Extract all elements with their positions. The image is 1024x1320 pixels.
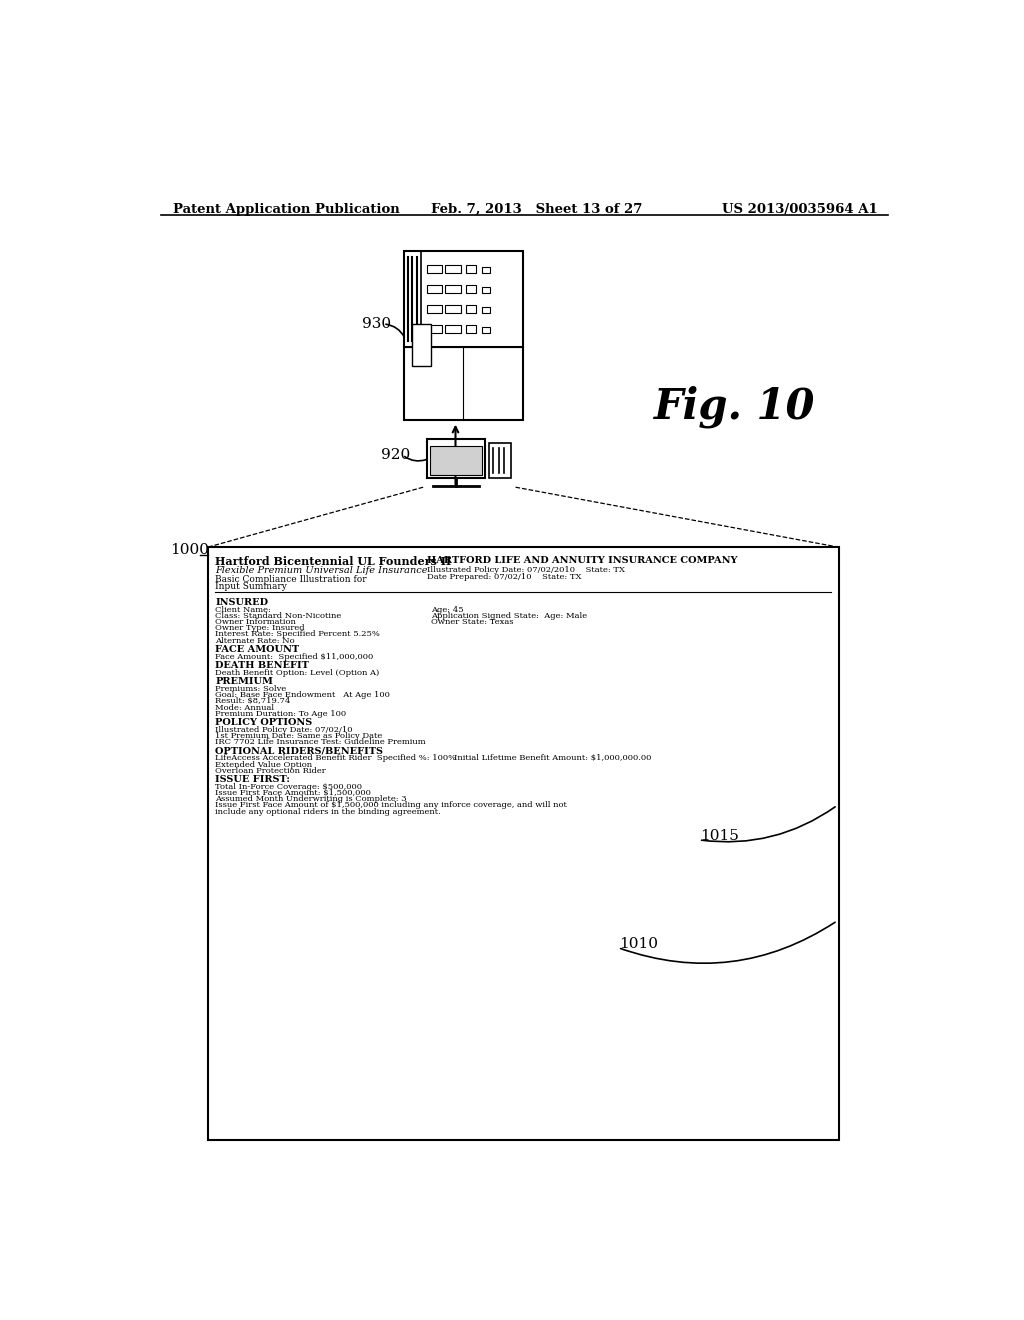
Text: Issue First Face Amount: $1,500,000: Issue First Face Amount: $1,500,000 (215, 789, 371, 797)
Text: Alternate Rate: No: Alternate Rate: No (215, 636, 295, 644)
Text: 920: 920 (381, 447, 410, 462)
Text: IRC 7702 Life Insurance Test: Guideline Premium: IRC 7702 Life Insurance Test: Guideline … (215, 738, 426, 746)
Bar (489, 444, 511, 478)
Text: Death Benefit Option: Level (Option A): Death Benefit Option: Level (Option A) (215, 669, 380, 677)
Text: Goal: Base Face Endowment   At Age 100: Goal: Base Face Endowment At Age 100 (215, 692, 390, 700)
Text: Result: $8,719.74: Result: $8,719.74 (215, 697, 291, 705)
Bar (445, 305, 461, 313)
Text: Owner Information: Owner Information (215, 618, 296, 626)
Text: Feb. 7, 2013   Sheet 13 of 27: Feb. 7, 2013 Sheet 13 of 27 (431, 203, 642, 216)
Text: 1010: 1010 (620, 937, 658, 950)
Bar (482, 267, 490, 273)
Text: Hartford Bicentennial UL Founders II: Hartford Bicentennial UL Founders II (215, 557, 452, 568)
Text: Input Summary: Input Summary (215, 582, 287, 591)
Text: POLICY OPTIONS: POLICY OPTIONS (215, 718, 312, 727)
Text: Mode: Annual: Mode: Annual (215, 704, 274, 711)
Bar (466, 305, 476, 313)
Text: Initial Lifetime Benefit Amount: $1,000,000.00: Initial Lifetime Benefit Amount: $1,000,… (454, 755, 651, 763)
Text: FACE AMOUNT: FACE AMOUNT (215, 645, 299, 653)
Bar (466, 265, 476, 273)
Text: Premium Duration: To Age 100: Premium Duration: To Age 100 (215, 710, 346, 718)
Text: Client Name:: Client Name: (215, 606, 271, 614)
Bar (430, 446, 481, 475)
Bar (445, 326, 461, 333)
Text: Class: Standard Non-Nicotine: Class: Standard Non-Nicotine (215, 612, 342, 620)
Bar (482, 308, 490, 313)
Text: 930: 930 (361, 317, 391, 331)
Bar (427, 326, 442, 333)
Text: Fig. 10: Fig. 10 (654, 385, 816, 428)
Text: US 2013/0035964 A1: US 2013/0035964 A1 (722, 203, 878, 216)
Text: INSURED: INSURED (215, 598, 268, 607)
Text: Total In-Force Coverage: $500,000: Total In-Force Coverage: $500,000 (215, 783, 362, 791)
Text: Age: 45: Age: 45 (431, 606, 464, 614)
Bar (482, 286, 490, 293)
Bar (445, 265, 461, 273)
Text: Overloan Protection Rider: Overloan Protection Rider (215, 767, 326, 775)
Text: OPTIONAL RIDERS/BENEFITS: OPTIONAL RIDERS/BENEFITS (215, 747, 383, 755)
Text: PREMIUM: PREMIUM (215, 677, 273, 686)
Text: ISSUE FIRST:: ISSUE FIRST: (215, 775, 290, 784)
Text: HARTFORD LIFE AND ANNUITY INSURANCE COMPANY: HARTFORD LIFE AND ANNUITY INSURANCE COMP… (427, 557, 737, 565)
Text: Illustrated Policy Date: 07/02/2010    State: TX: Illustrated Policy Date: 07/02/2010 Stat… (427, 566, 625, 574)
Text: Patent Application Publication: Patent Application Publication (173, 203, 399, 216)
Text: Flexible Premium Universal Life Insurance: Flexible Premium Universal Life Insuranc… (215, 566, 428, 574)
Text: Extended Value Option: Extended Value Option (215, 760, 312, 768)
Bar (412, 323, 431, 367)
Text: Interest Rate: Specified Percent 5.25%: Interest Rate: Specified Percent 5.25% (215, 631, 380, 639)
Bar (466, 285, 476, 293)
Text: 1015: 1015 (700, 829, 739, 843)
Text: Face Amount:  Specified $11,000,000: Face Amount: Specified $11,000,000 (215, 653, 374, 661)
Text: Date Prepared: 07/02/10    State: TX: Date Prepared: 07/02/10 State: TX (427, 573, 582, 581)
Bar (466, 326, 476, 333)
Text: 1000: 1000 (171, 544, 210, 557)
Text: include any optional riders in the binding agreement.: include any optional riders in the bindi… (215, 808, 441, 816)
Text: Basic Compliance Illustration for: Basic Compliance Illustration for (215, 576, 367, 583)
Bar (445, 285, 461, 293)
Text: Issue First Face Amount of $1,500,000 including any inforce coverage, and will n: Issue First Face Amount of $1,500,000 in… (215, 801, 567, 809)
Bar (427, 285, 442, 293)
Bar (403, 251, 523, 347)
Text: DEATH BENEFIT: DEATH BENEFIT (215, 661, 309, 671)
Text: Illustrated Policy Date: 07/02/10: Illustrated Policy Date: 07/02/10 (215, 726, 352, 734)
Bar (403, 347, 523, 420)
Text: Assumed Month Underwriting is Complete: 3: Assumed Month Underwriting is Complete: … (215, 795, 407, 803)
Bar (427, 305, 442, 313)
Text: Application Signed State:  Age: Male: Application Signed State: Age: Male (431, 612, 587, 620)
Text: Owner State: Texas: Owner State: Texas (431, 618, 513, 626)
Bar (482, 327, 490, 333)
Text: LifeAccess Accelerated Benefit Rider  Specified %: 100%: LifeAccess Accelerated Benefit Rider Spe… (215, 755, 457, 763)
Text: 1st Premium Date: Same as Policy Date: 1st Premium Date: Same as Policy Date (215, 733, 383, 741)
Text: Premiums: Solve: Premiums: Solve (215, 685, 287, 693)
Bar (208, 548, 839, 1140)
Bar (427, 265, 442, 273)
Bar (427, 440, 484, 478)
Text: Owner Type: Insured: Owner Type: Insured (215, 624, 305, 632)
